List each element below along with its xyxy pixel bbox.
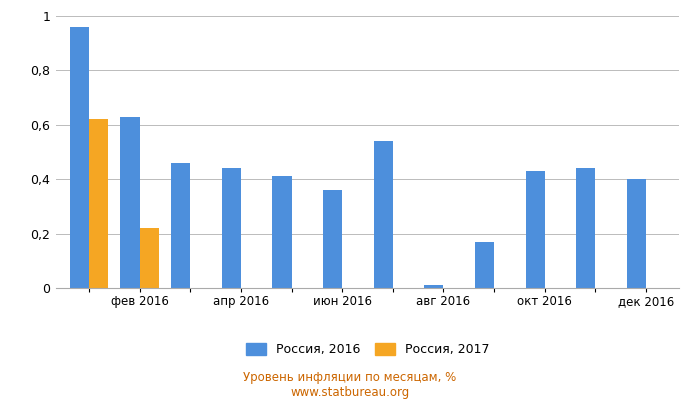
Bar xyxy=(139,228,159,288)
Bar xyxy=(374,141,393,288)
Text: Уровень инфляции по месяцам, %: Уровень инфляции по месяцам, % xyxy=(244,372,456,384)
Bar xyxy=(120,117,139,288)
Bar xyxy=(475,242,494,288)
Bar xyxy=(424,285,444,288)
Bar xyxy=(222,168,241,288)
Text: www.statbureau.org: www.statbureau.org xyxy=(290,386,410,399)
Bar xyxy=(171,163,190,288)
Bar xyxy=(323,190,342,288)
Bar xyxy=(70,27,89,288)
Bar xyxy=(626,179,646,288)
Bar xyxy=(576,168,596,288)
Bar xyxy=(526,171,545,288)
Bar xyxy=(89,119,108,288)
Legend: Россия, 2016, Россия, 2017: Россия, 2016, Россия, 2017 xyxy=(246,343,489,356)
Bar xyxy=(272,176,291,288)
